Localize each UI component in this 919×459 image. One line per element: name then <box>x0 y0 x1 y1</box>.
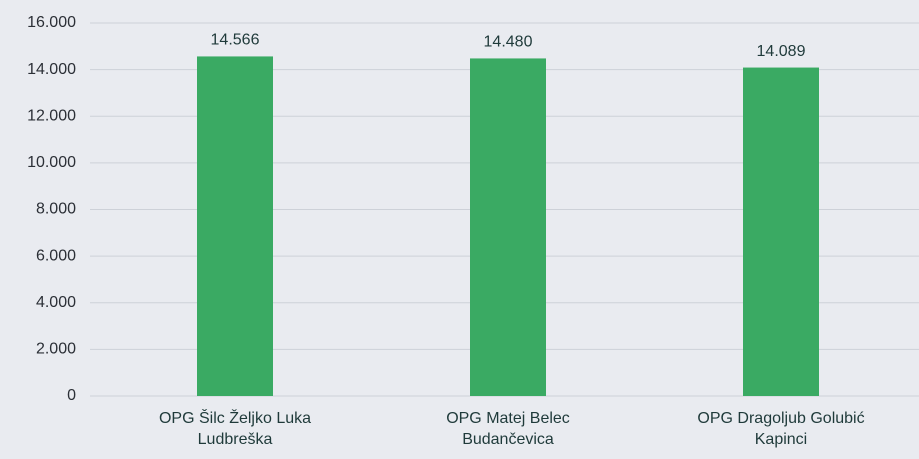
y-tick-label: 8.000 <box>36 201 76 218</box>
value-label: 14.566 <box>211 32 260 49</box>
value-label: 14.089 <box>757 43 806 60</box>
y-tick-label: 4.000 <box>36 294 76 311</box>
y-tick-label: 12.000 <box>27 107 76 124</box>
value-label: 14.480 <box>484 34 533 51</box>
bar <box>197 56 273 397</box>
bar <box>470 58 546 397</box>
y-tick-label: 2.000 <box>36 341 76 358</box>
x-tick-label: OPG Šilc Željko Luka Ludbreška <box>158 410 312 448</box>
x-tick-label: OPG Matej Belec Budančevica <box>446 410 570 448</box>
y-tick-label: 14.000 <box>27 61 76 78</box>
y-tick-label: 6.000 <box>36 247 76 264</box>
bar <box>743 67 819 397</box>
y-tick-label: 0 <box>67 387 76 404</box>
x-tick-label: OPG Dragoljub Golubić Kapinci <box>697 410 865 448</box>
y-tick-label: 10.000 <box>27 154 76 171</box>
y-tick-label: 16.000 <box>27 14 76 31</box>
